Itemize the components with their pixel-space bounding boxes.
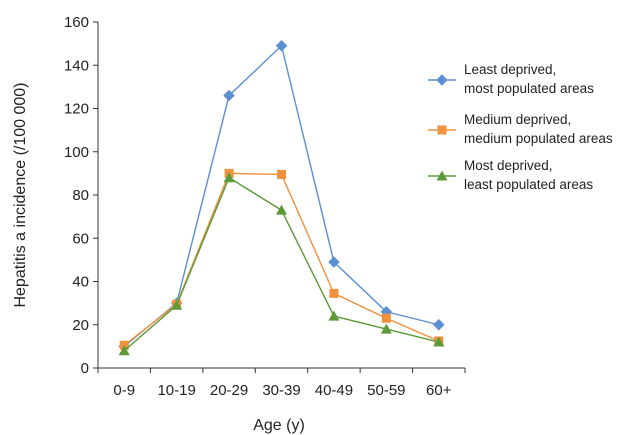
legend-item-3: Most deprived, least populated areas [428, 158, 593, 192]
x-tick-label: 30-39 [262, 382, 300, 399]
y-tick-label: 0 [81, 360, 89, 377]
legend-swatch-marker [436, 170, 448, 181]
y-tick-label: 80 [72, 187, 89, 204]
y-axis-ticks: 0 20 40 60 80 100 120 140 160 [64, 14, 98, 377]
series-2-point [329, 288, 339, 298]
legend-swatch-marker [437, 125, 447, 135]
series-1-point [275, 39, 288, 52]
legend-label: least populated areas [464, 177, 593, 192]
series-2 [119, 168, 444, 350]
series-1 [118, 39, 445, 353]
x-tick-label: 20-29 [210, 382, 248, 399]
y-tick-label: 40 [72, 274, 89, 291]
legend-item-1: Least deprived, most populated areas [428, 62, 594, 96]
y-axis-label: Hepatitis a incidence (/100 000) [12, 82, 29, 307]
series-3-point [276, 204, 287, 215]
series-2-point [381, 313, 391, 323]
y-tick-label: 120 [64, 101, 89, 118]
legend-swatch-marker [436, 74, 448, 86]
legend-label: Least deprived, [464, 62, 556, 77]
series-3 [118, 172, 445, 356]
plot-area [118, 39, 445, 356]
series-3-point [223, 172, 235, 183]
legend-label: Medium deprived, [464, 112, 571, 127]
chart-legend: Least deprived, most populated areas Mediu… [428, 62, 613, 192]
series-1-point [223, 89, 235, 102]
series-3-line [123, 176, 439, 352]
series-2-point [277, 169, 286, 179]
series-3-point [433, 336, 445, 347]
series-3-point [328, 310, 340, 321]
legend-item-2: Medium deprived, medium populated areas [428, 112, 613, 146]
series-1-point [328, 256, 340, 268]
x-tick-label: 10-19 [157, 382, 195, 399]
y-tick-label: 140 [64, 57, 89, 74]
x-tick-label: 40-49 [315, 382, 353, 399]
x-axis-ticks: 0-9 10-19 20-29 30-39 40-49 50-59 60+ [97, 368, 466, 399]
series-1-line [123, 44, 439, 347]
x-axis-label: Age (y) [253, 417, 305, 434]
y-tick-label: 100 [64, 144, 89, 161]
legend-label: most populated areas [464, 81, 594, 96]
y-tick-label: 60 [72, 230, 89, 247]
series-1-point [432, 318, 445, 331]
series-3-point [171, 299, 183, 310]
x-tick-label: 50-59 [367, 382, 405, 399]
series-3-point [380, 323, 392, 334]
x-tick-label: 0-9 [113, 382, 135, 399]
series-3-point [118, 345, 130, 356]
series-2-line [123, 172, 440, 346]
y-tick-label: 20 [72, 317, 89, 334]
y-tick-label: 160 [64, 14, 89, 31]
chart-axes: 0 20 40 60 80 100 120 140 160 0-9 10-19 20-29 30-39… [64, 14, 466, 399]
legend-label: Most deprived, [464, 158, 553, 173]
x-tick-label: 60+ [426, 382, 452, 399]
legend-label: medium populated areas [464, 131, 613, 146]
